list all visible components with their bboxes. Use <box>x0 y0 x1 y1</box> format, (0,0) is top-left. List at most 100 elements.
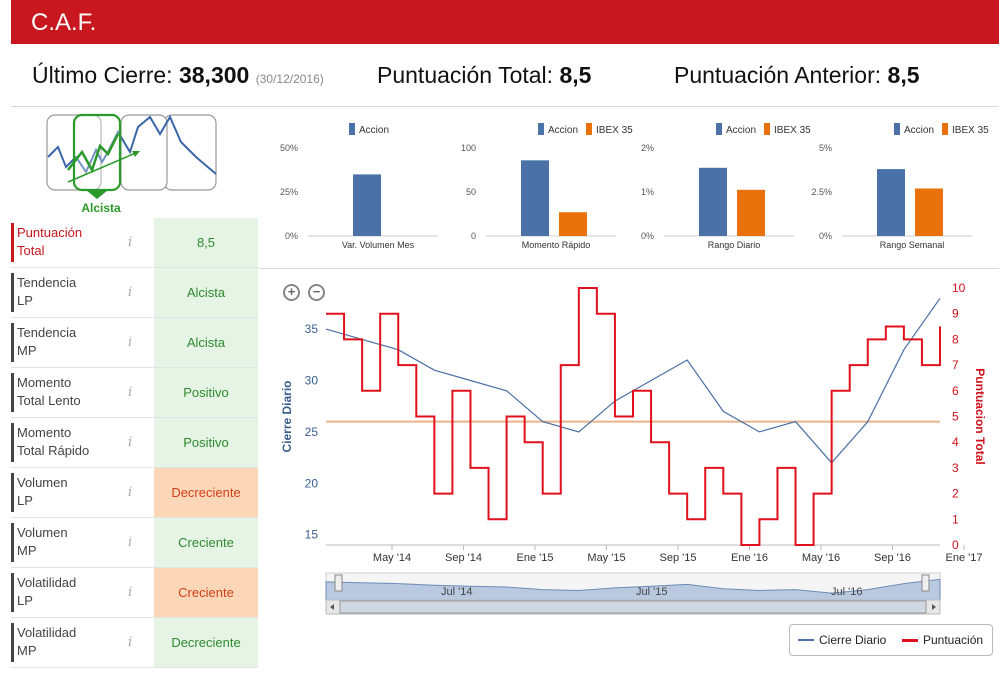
indicator-label-cell: Volumen MP i <box>11 518 153 567</box>
indicator-row: Puntuación Total i 8,5 <box>11 218 258 268</box>
indicator-marker <box>11 373 14 412</box>
legend-item-cierre[interactable]: Cierre Diario <box>798 633 886 647</box>
indicator-row: Volumen LP i Decreciente <box>11 468 258 518</box>
indicator-value: Decreciente <box>154 618 258 667</box>
legend-label-accion: Accion <box>359 125 389 136</box>
legend-label-accion: Accion <box>726 125 756 136</box>
info-icon[interactable]: i <box>128 485 133 500</box>
info-icon[interactable]: i <box>128 585 133 600</box>
legend-swatch-cierre <box>798 639 814 641</box>
info-icon[interactable]: i <box>128 335 133 350</box>
legend-label-ibex: IBEX 35 <box>596 125 633 136</box>
last-close: Último Cierre: 38,300 (30/12/2016) <box>32 62 324 89</box>
info-icon[interactable]: i <box>128 235 133 250</box>
total-score-value: 8,5 <box>559 62 592 88</box>
previous-score-label: Puntuación Anterior: <box>674 62 882 88</box>
mini-chart-title: Momento Rápido <box>522 240 591 250</box>
info-icon[interactable]: i <box>128 385 133 400</box>
y-tick-left: 20 <box>305 476 319 490</box>
indicator-value: Creciente <box>154 518 258 567</box>
legend-label-cierre: Cierre Diario <box>819 633 887 647</box>
navigator-handle-right[interactable] <box>921 574 930 592</box>
zoom-out-icon[interactable]: − <box>308 284 325 301</box>
trend-indicator: Alcista <box>46 112 218 217</box>
y-tick-left: 30 <box>305 374 319 388</box>
bar-accion <box>353 174 381 236</box>
indicator-value: Alcista <box>154 318 258 367</box>
navigator-handle-left[interactable] <box>334 574 343 592</box>
scroll-right-icon[interactable] <box>932 604 936 610</box>
trend-line-icon <box>47 114 217 175</box>
mini-chart-title: Rango Semanal <box>880 240 945 250</box>
indicator-label-cell: Volatilidad LP i <box>11 568 153 617</box>
y-tick-left: 25 <box>305 425 319 439</box>
info-icon[interactable]: i <box>128 285 133 300</box>
mini-y-tick: 5% <box>819 143 832 153</box>
indicator-table: Puntuación Total i 8,5 Tendencia LP i Alcista… <box>11 218 258 668</box>
indicator-label: Tendencia MP <box>17 325 77 358</box>
trend-card-4 <box>163 114 217 191</box>
indicator-row: Tendencia LP i Alcista <box>11 268 258 318</box>
legend-swatch-ibex <box>586 123 592 135</box>
indicator-marker <box>11 523 14 562</box>
mini-y-tick: 0 <box>471 231 476 241</box>
last-close-value: 38,300 <box>178 62 250 88</box>
navigator-label: Jul '14 <box>441 586 472 598</box>
indicator-label: Tendencia LP <box>17 275 77 308</box>
indicator-marker <box>11 573 14 612</box>
y-tick-right: 9 <box>952 307 959 321</box>
legend-item-puntuacion[interactable]: Puntuación <box>902 633 983 647</box>
indicator-marker <box>11 623 14 662</box>
legend-swatch-accion <box>538 123 544 135</box>
y-tick-right: 0 <box>952 538 959 552</box>
legend-swatch-accion <box>349 123 355 135</box>
indicator-marker <box>11 423 14 462</box>
mini-y-tick: 0% <box>285 231 298 241</box>
y-tick-right: 6 <box>952 384 959 398</box>
indicator-row: Momento Total Rápido i Positivo <box>11 418 258 468</box>
indicator-label: Volatilidad MP <box>17 625 77 658</box>
indicator-label: Puntuación Total <box>17 225 83 258</box>
chart-legend: Cierre Diario Puntuación <box>789 624 993 656</box>
last-close-date: (30/12/2016) <box>255 72 324 86</box>
indicator-row: Volatilidad LP i Creciente <box>11 568 258 618</box>
series-cierre-diario <box>325 297 941 464</box>
mini-charts: Accion 0% 25% 50% Var. Volumen Mes Accion IBEX… <box>258 108 999 269</box>
bar-accion <box>699 167 727 236</box>
series-puntuacion <box>326 287 941 546</box>
zoom-in-icon[interactable]: + <box>283 284 300 301</box>
scroll-left-icon[interactable] <box>330 604 334 610</box>
indicator-value: Positivo <box>154 368 258 417</box>
indicator-label-cell: Tendencia MP i <box>11 318 153 367</box>
legend-label-ibex: IBEX 35 <box>774 125 811 136</box>
legend-label-accion: Accion <box>548 125 578 136</box>
y-axis-title-left: Cierre Diario <box>280 380 294 452</box>
trend-label: Alcista <box>81 201 121 215</box>
x-tick-label: May '15 <box>587 552 625 564</box>
bar-ibex <box>559 212 587 236</box>
indicator-marker <box>11 223 14 262</box>
indicator-label: Momento Total Lento <box>17 375 81 408</box>
indicator-value: Alcista <box>154 268 258 317</box>
legend-swatch-ibex <box>764 123 770 135</box>
info-icon[interactable]: i <box>128 435 133 450</box>
scrollbar-thumb[interactable] <box>339 600 927 614</box>
legend-swatch-accion <box>716 123 722 135</box>
previous-score: Puntuación Anterior: 8,5 <box>674 62 920 89</box>
previous-score-value: 8,5 <box>887 62 920 88</box>
x-tick-label: May '16 <box>802 552 840 564</box>
legend-label-accion: Accion <box>904 125 934 136</box>
indicator-marker <box>11 323 14 362</box>
trend-arrow-icon <box>67 151 139 183</box>
info-icon[interactable]: i <box>128 635 133 650</box>
legend-swatch-accion <box>894 123 900 135</box>
navigator-label: Jul '16 <box>831 586 862 598</box>
indicator-label-cell: Momento Total Rápido i <box>11 418 153 467</box>
legend-swatch-puntuacion <box>902 638 918 642</box>
trend-pointer-icon <box>86 190 108 199</box>
header-bar: C.A.F. <box>11 0 999 44</box>
indicator-row: Tendencia MP i Alcista <box>11 318 258 368</box>
indicator-label: Volumen MP <box>17 525 68 558</box>
info-icon[interactable]: i <box>128 535 133 550</box>
trend-card-3 <box>120 114 168 191</box>
